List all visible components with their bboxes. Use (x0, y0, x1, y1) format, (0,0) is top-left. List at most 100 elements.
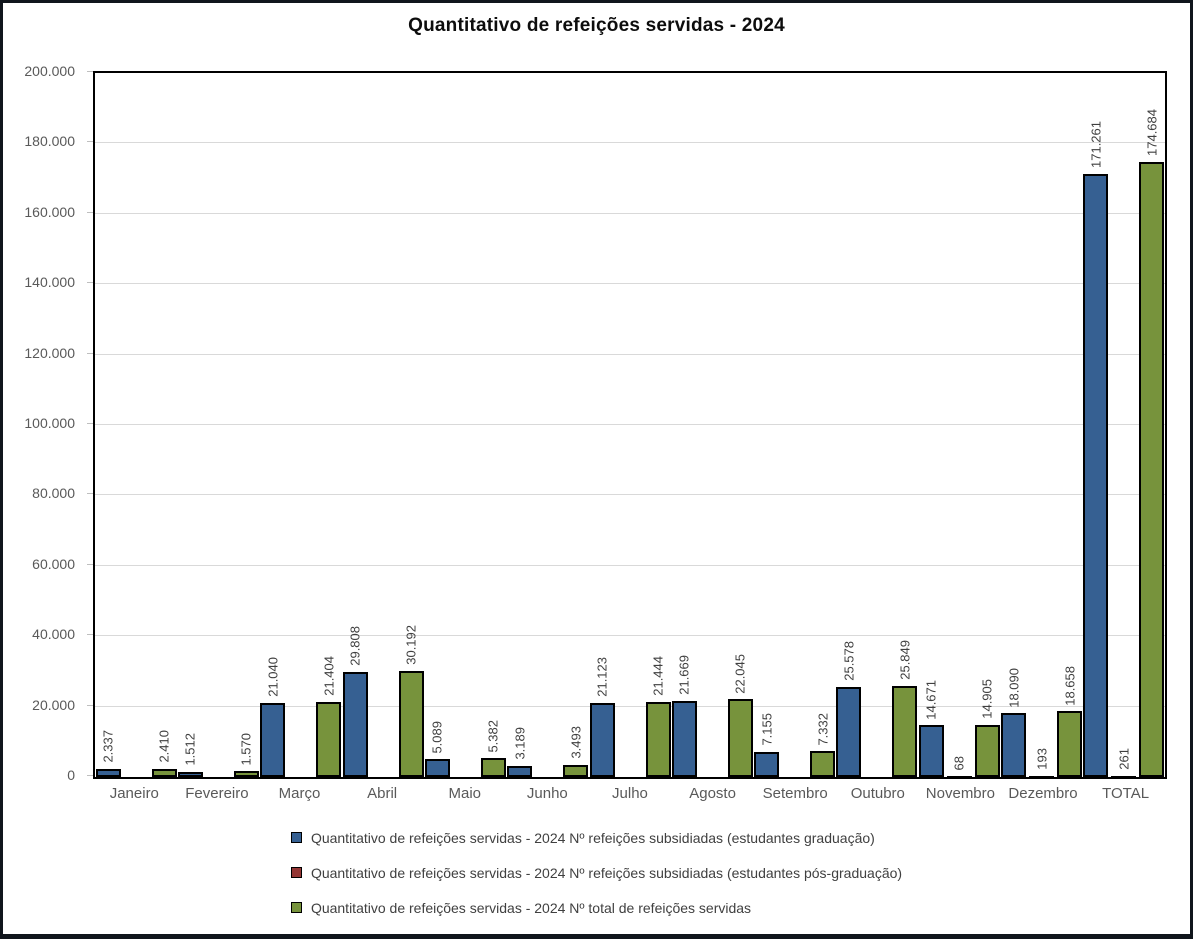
y-tickmark (87, 563, 93, 565)
bar (507, 765, 533, 777)
gridline (95, 635, 1165, 637)
bar-group: 14.671 68 14.905 (918, 73, 1000, 777)
bar (1111, 776, 1137, 777)
bar (946, 776, 972, 777)
bar-value-label: 18.090 (1006, 667, 1022, 708)
x-axis: Janeiro Fevereiro Março Abril Maio Junho Julho… (93, 785, 1167, 802)
y-tickmark (87, 704, 93, 706)
bar-value-label: 261 (1116, 748, 1132, 770)
y-tick-label: 0 (67, 767, 75, 783)
y-tick-label: 180.000 (24, 133, 75, 150)
x-tick-label: Setembro (762, 785, 828, 802)
bar-slot: 25.578 (836, 73, 862, 777)
bar-value-label: 21.040 (265, 657, 281, 697)
y-tickmark (87, 423, 93, 424)
legend-row: Quantitativo de refeições servidas - 202… (290, 862, 903, 883)
bar-value-label: 3.493 (568, 726, 584, 759)
y-tick-label: 20.000 (32, 696, 75, 713)
y-tick-label: 200.000 (24, 63, 75, 79)
bar-group: 21.669 22.045 (671, 73, 753, 777)
gridline (95, 705, 1165, 707)
bar-slot: 68 (946, 73, 972, 777)
y-axis: 0 20.000 40.000 60.000 80.000 100.000 120.000 1… (3, 64, 93, 782)
bar (810, 751, 836, 777)
y-tick-label: 60.000 (32, 555, 75, 572)
bar-value-label: 29.808 (347, 626, 363, 667)
bar-group: 7.155 7.332 (754, 73, 836, 777)
bar-slot: 3.493 (563, 73, 589, 777)
bar (95, 768, 121, 777)
bar (1057, 711, 1083, 777)
bar (151, 768, 177, 777)
bar-slot: 18.090 (1001, 73, 1027, 777)
bar-slot: 3.189 (507, 73, 533, 777)
legend-label: Quantitativo de refeições servidas - 202… (310, 864, 903, 881)
bar-slot: 21.040 (260, 73, 286, 777)
bar-group: 29.808 30.192 (342, 73, 424, 777)
y-tickmark (87, 71, 93, 72)
bar (974, 724, 1000, 777)
x-tick-label: Outubro (850, 785, 905, 802)
bar-slot: 14.905 (974, 73, 1000, 777)
bar-groups: 2.337 2.410 1.512 1.570 21.040 21.404 29.808 30… (95, 73, 1165, 777)
legend-marker (290, 902, 302, 913)
legend-label: Quantitativo de refeições servidas - 202… (310, 899, 752, 916)
bar-value-label: 21.123 (594, 656, 610, 697)
y-tickmark (87, 493, 93, 495)
x-tick-label: Maio (448, 785, 481, 802)
y-tickmark (87, 352, 93, 354)
bar-value-label: 7.332 (815, 712, 831, 746)
bar-slot (371, 73, 396, 777)
bar-value-label: 5.089 (429, 720, 445, 754)
legend-row: Quantitativo de refeições servidas - 202… (290, 897, 902, 918)
bar-value-label: 1.512 (182, 733, 198, 766)
bar-slot: 1.512 (177, 73, 203, 777)
gridline (95, 212, 1165, 214)
y-tickmark (87, 282, 93, 284)
x-tick-label: TOTAL (1102, 785, 1150, 802)
bar (177, 771, 203, 777)
bar-value-label: 174.684 (1144, 109, 1160, 157)
x-tick-label: Março (278, 785, 321, 802)
bar-value-label: 193 (1034, 748, 1050, 770)
bar (316, 701, 342, 777)
bar-slot: 21.444 (645, 73, 671, 777)
gridline (95, 494, 1165, 496)
bar-slot (864, 73, 889, 777)
bar (836, 686, 862, 777)
bar-slot: 29.808 (342, 73, 368, 777)
bar-value-label: 14.671 (923, 679, 939, 720)
bar-slot (124, 73, 149, 777)
bar-slot: 193 (1029, 73, 1055, 777)
bar-group: 25.578 25.849 (836, 73, 918, 777)
bar-value-label: 21.669 (676, 654, 692, 695)
bar (1029, 776, 1055, 777)
bar-value-label: 25.849 (897, 640, 913, 681)
x-tick-label: Novembro (925, 785, 995, 802)
bar-value-label: 2.337 (100, 730, 116, 763)
bar (918, 725, 944, 777)
bar (1083, 174, 1109, 777)
bar-slot: 2.337 (95, 73, 121, 777)
bar (398, 670, 424, 777)
bar (1001, 713, 1027, 777)
chart-title: Quantitativo de refeições servidas - 202… (408, 15, 785, 36)
plot-area: 2.337 2.410 1.512 1.570 21.040 21.404 29.808 30… (93, 71, 1167, 779)
bar-slot: 5.089 (424, 73, 450, 777)
bar-value-label: 21.404 (321, 655, 337, 696)
bar-slot (535, 73, 560, 777)
y-tickmark (87, 141, 93, 143)
bar-group: 3.189 3.493 (507, 73, 589, 777)
bar-slot (618, 73, 643, 777)
legend: Quantitativo de refeições servidas - 202… (3, 827, 1190, 932)
bar (480, 758, 506, 777)
y-tick-label: 120.000 (24, 344, 75, 361)
bar-value-label: 5.382 (485, 719, 501, 753)
bar (260, 702, 286, 777)
x-tick-label: Abril (367, 785, 398, 802)
bar-slot: 18.658 (1057, 73, 1083, 777)
bar-slot: 30.192 (398, 73, 424, 777)
y-tickmark (87, 634, 93, 636)
y-tick-label: 140.000 (24, 274, 75, 291)
